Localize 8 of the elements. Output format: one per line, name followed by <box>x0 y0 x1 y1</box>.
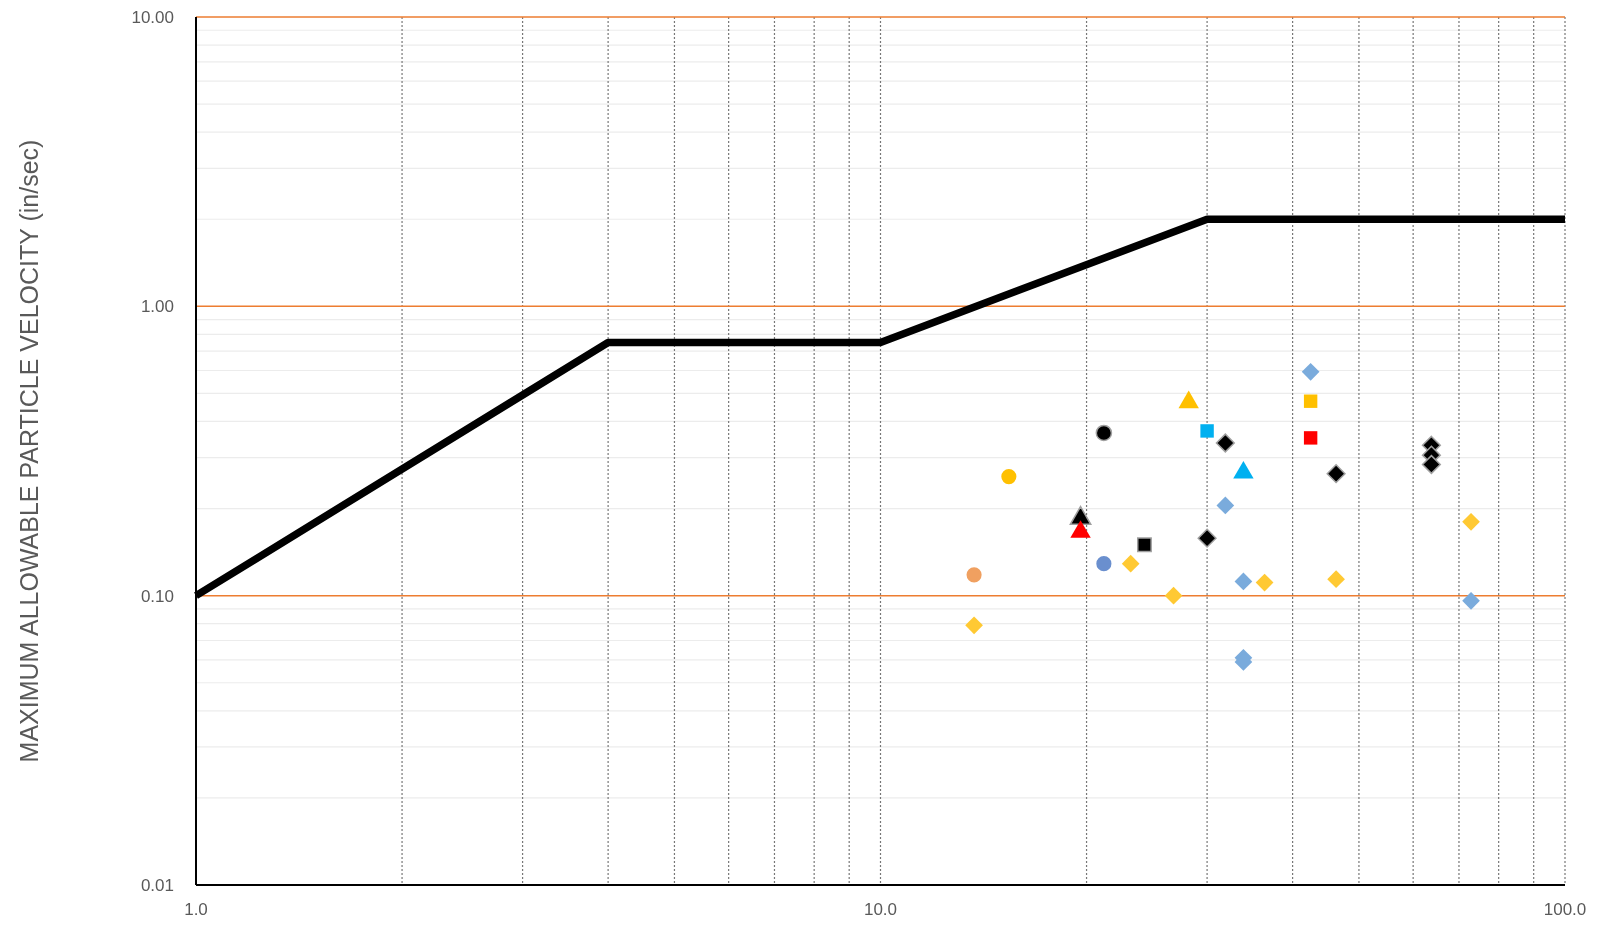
x-tick-label: 10.0 <box>863 900 898 919</box>
y-tick-label: 0.10 <box>140 586 174 606</box>
y-tick-label: 0.01 <box>140 875 174 895</box>
x-tick-label: 100.0 <box>1543 900 1587 919</box>
y-axis-title: MAXIMUM ALLOWABLE PARTICLE VELOCITY (in/sec) <box>15 139 43 763</box>
y-tick-label: 1.00 <box>140 297 174 317</box>
x-tick-label: 1.0 <box>184 900 208 919</box>
y-tick-label: 10.00 <box>131 7 174 27</box>
